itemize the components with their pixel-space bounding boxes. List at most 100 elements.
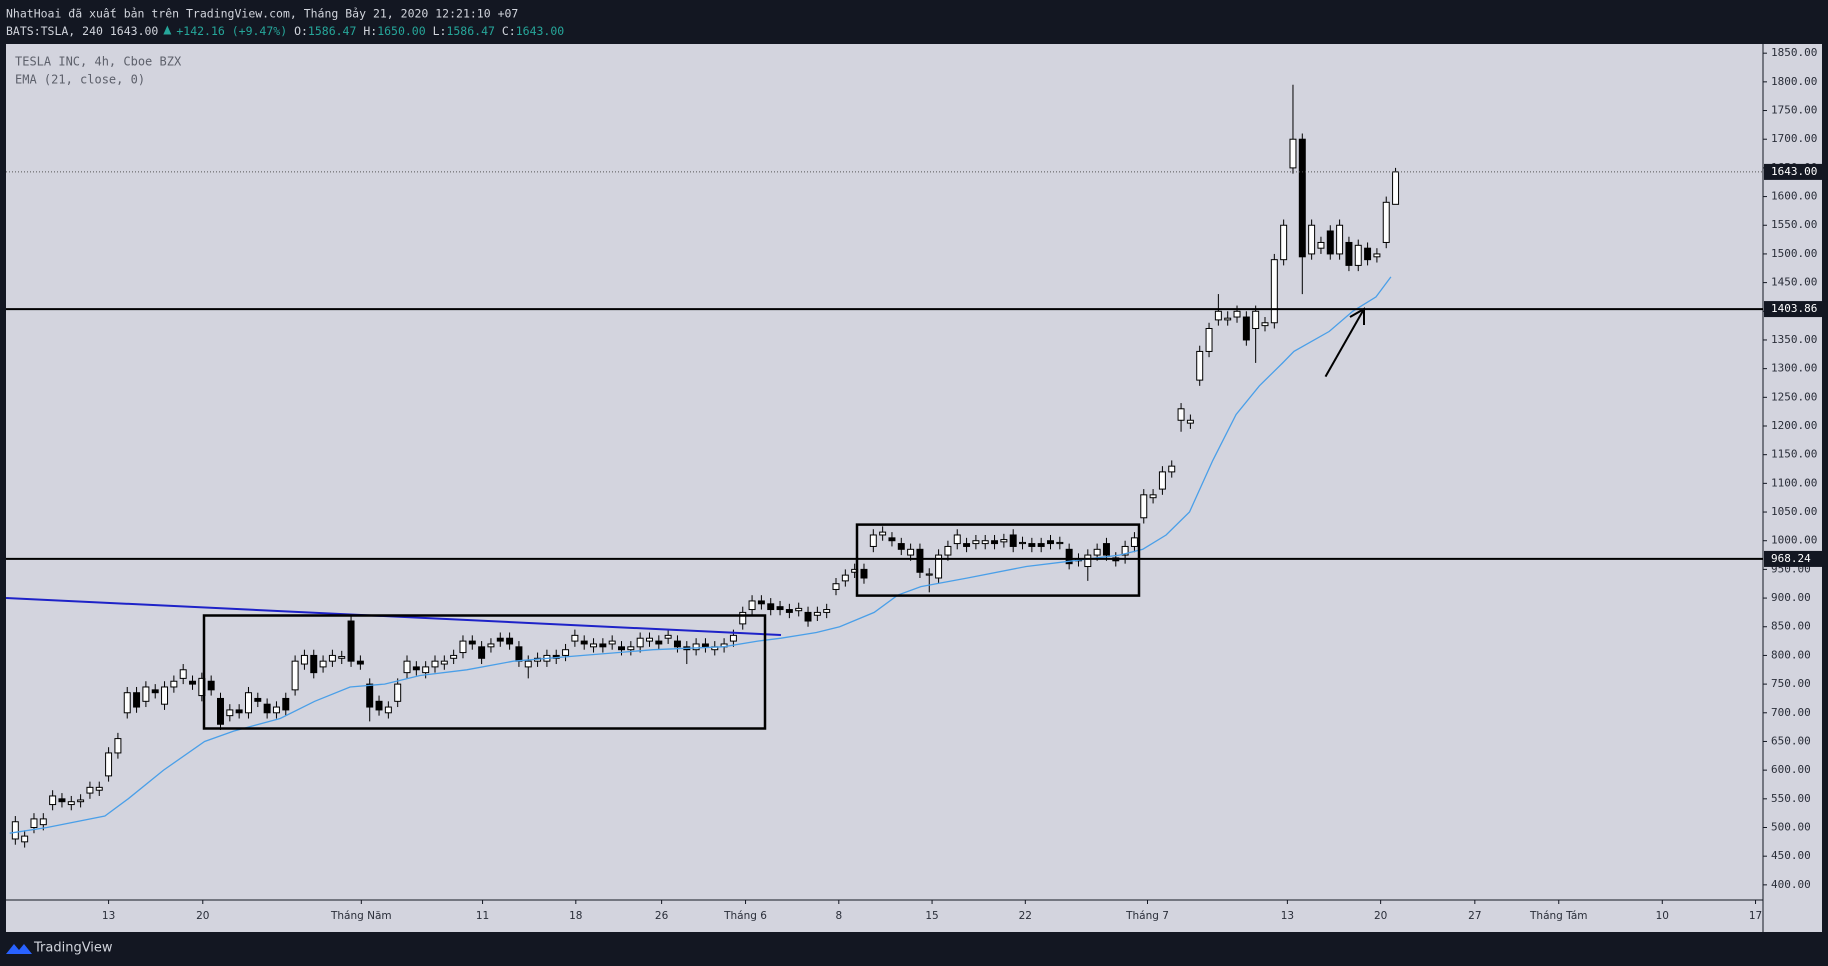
y-tick-label: 1050.00 [1771,505,1817,518]
candle-body [356,660,364,665]
candle-body [1028,543,1036,547]
candle-body [776,606,784,611]
candle-body [468,640,476,645]
y-tick-label: 700.00 [1771,706,1811,719]
candle-body [944,545,952,556]
candle-body [860,568,868,579]
low-label: L: [433,24,447,38]
y-tick-label: 1500.00 [1771,247,1817,260]
close-label: C: [502,24,516,38]
y-tick-label: 1000.00 [1771,534,1817,547]
candle-body [590,643,598,648]
candle-body [1158,471,1166,490]
candle-body [804,611,812,622]
candle-body [67,801,75,806]
y-tick-label: 650.00 [1771,734,1811,747]
candle-body [963,543,971,547]
y-tick-label: 1150.00 [1771,448,1817,461]
x-tick-label: 13 [1281,910,1294,922]
candle-body [338,656,346,659]
candle-body [217,697,224,725]
price-label: 1403.86 [1771,302,1817,315]
candle-body [757,600,765,605]
candle-body [142,686,150,702]
candle-body [673,640,681,648]
candle-body [319,660,327,668]
candle-body [1037,543,1045,547]
y-tick-label: 1300.00 [1771,362,1817,375]
range-box [855,523,1141,597]
candle-body [524,660,532,668]
candle-body [1373,253,1381,258]
x-tick-label: 18 [569,910,582,922]
candle-body [748,600,756,611]
y-tick-label: 1800.00 [1771,75,1817,88]
candle-body [347,620,355,662]
y-tick-label: 500.00 [1771,821,1811,834]
candle-body [1289,138,1297,169]
candle-body [1000,539,1008,543]
low: 1586.47 [446,24,495,38]
candle-body [11,821,19,840]
ema-legend: EMA (21, close, 0) [15,73,145,87]
candle-body [562,649,570,656]
y-tick-label: 900.00 [1771,591,1811,604]
candle-body [384,706,392,714]
chart-title: TESLA INC, 4h, Cboe BZX [15,55,182,69]
open: 1586.47 [308,24,357,38]
candle-body [1233,310,1241,318]
x-tick-label: Tháng 6 [723,910,767,922]
candle-body [1047,540,1054,545]
candle-body [515,646,523,662]
drawings [5,307,1365,730]
y-tick-label: 450.00 [1771,849,1811,862]
candle-body [254,697,262,702]
candle-body [300,654,308,665]
candle-body [925,573,933,576]
candle-body [1168,465,1176,473]
candle-body [1140,494,1148,519]
candle-body [170,680,178,688]
candle-body [77,799,85,803]
candle-body [189,680,197,685]
x-tick-label: 27 [1468,910,1481,922]
candle-body [1214,310,1222,321]
candle-body [244,692,252,714]
candle-body [692,643,700,651]
candle-body [1019,541,1027,545]
price-label-box [1764,301,1828,318]
candle-body [972,540,980,545]
last-price-box [1764,163,1828,180]
x-tick-label: 11 [476,910,489,922]
x-tick-label: 20 [1374,910,1387,922]
candle-body [823,609,831,613]
candle-body [1242,316,1250,341]
candle-body [571,634,579,642]
candle-body [1364,247,1372,261]
candle-body [282,697,290,711]
price-label-box [1764,550,1828,567]
candle-body [841,574,849,582]
x-tick-label: Tháng Năm [330,910,392,922]
y-tick-label: 1200.00 [1771,419,1817,432]
candle-body [580,640,588,645]
candle-body [888,537,896,542]
candle-body [21,835,29,843]
candle-body [1252,310,1260,329]
candle-body [953,534,961,545]
last-price: 1643.00 [110,24,159,38]
candle-body [1056,541,1064,545]
quote-line: BATS:TSLA, 240 1643.00 +142.16 (+9.47%) O… [6,24,564,38]
y-tick-label: 1750.00 [1771,104,1817,117]
x-tick-label: Tháng 7 [1125,910,1169,922]
x-tick-label: 20 [196,910,209,922]
candle-body [1280,224,1288,261]
y-tick-label: 850.00 [1771,620,1811,633]
y-tick-label: 1350.00 [1771,333,1817,346]
candle-body [646,637,653,642]
candle-body [412,666,420,671]
change-arrow [163,25,172,35]
candle-body [450,654,458,659]
candle-body [1326,230,1334,255]
